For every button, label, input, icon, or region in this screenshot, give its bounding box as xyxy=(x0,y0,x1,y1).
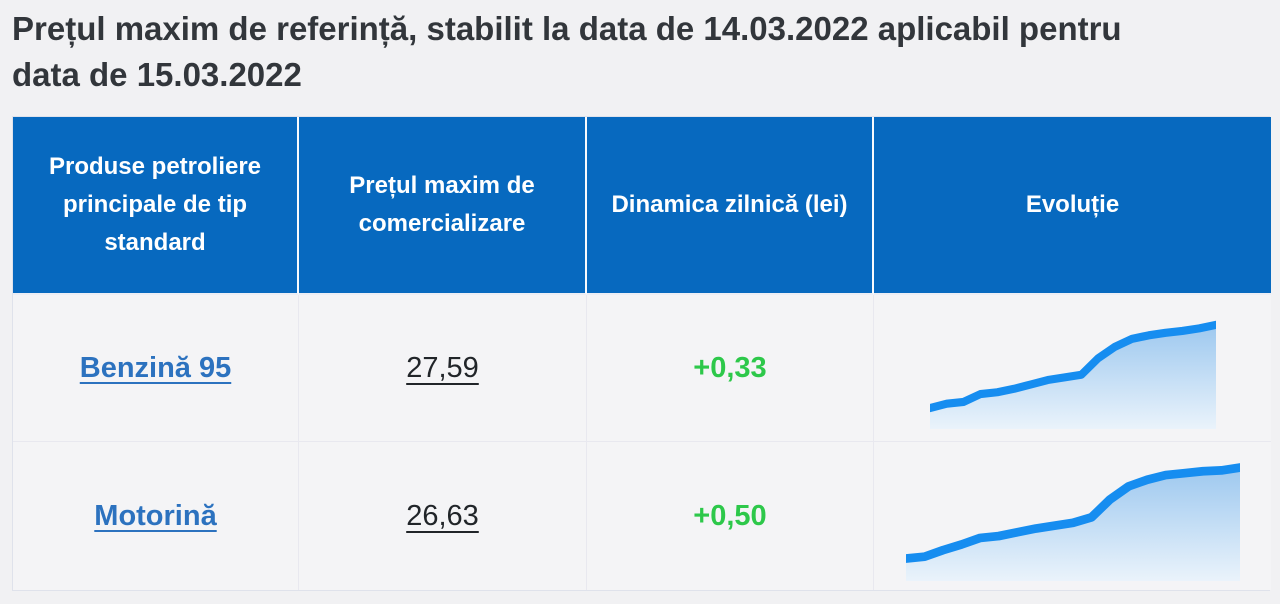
evolution-cell xyxy=(874,442,1271,591)
fuel-price-table: Produse petroliere principale de tip sta… xyxy=(12,116,1271,592)
max-price-value[interactable]: 26,63 xyxy=(406,499,479,532)
dynamic-cell: +0,50 xyxy=(587,442,874,591)
column-header-daily-dynamic: Dinamica zilnică (lei) xyxy=(587,117,874,296)
price-cell: 27,59 xyxy=(299,295,587,443)
price-cell: 26,63 xyxy=(299,442,587,591)
daily-dynamic-value: +0,50 xyxy=(693,499,767,532)
column-header-evolution: Evoluție xyxy=(874,117,1271,296)
product-link-benzina-95[interactable]: Benzină 95 xyxy=(79,351,232,384)
price-evolution-sparkline xyxy=(929,320,1216,429)
max-price-value[interactable]: 27,59 xyxy=(406,351,479,384)
evolution-cell xyxy=(874,295,1271,443)
page-title: Prețul maxim de referință, stabilit la d… xyxy=(12,10,1122,93)
column-header-products: Produse petroliere principale de tip sta… xyxy=(13,117,299,296)
page: Prețul maxim de referință, stabilit la d… xyxy=(12,10,1271,592)
dynamic-cell: +0,33 xyxy=(587,295,874,443)
price-evolution-sparkline xyxy=(905,462,1240,581)
product-link-motorina[interactable]: Motorină xyxy=(94,499,217,532)
product-cell: Benzină 95 xyxy=(13,295,299,443)
daily-dynamic-value: +0,33 xyxy=(693,351,767,384)
column-header-max-price: Prețul maxim de comercializare xyxy=(299,117,587,296)
product-cell: Motorină xyxy=(13,442,299,591)
